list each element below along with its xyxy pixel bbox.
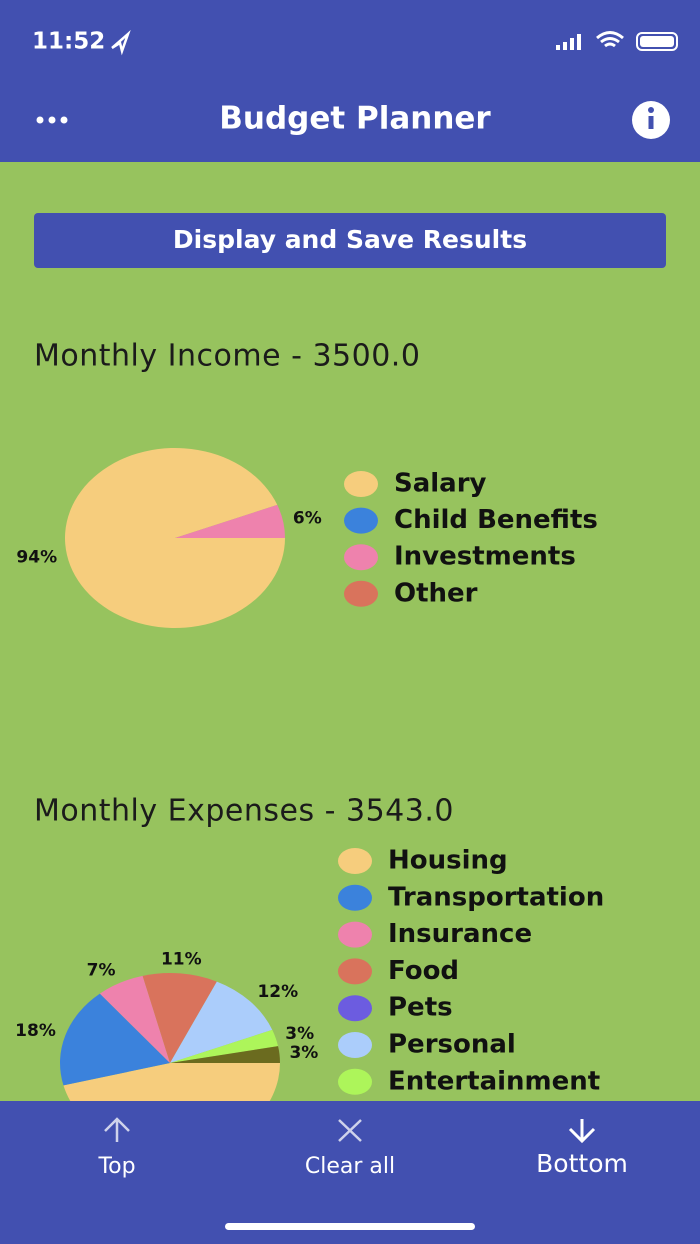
clear-label: Clear all [305, 1154, 395, 1179]
battery-icon [636, 32, 678, 51]
legend-swatch [344, 471, 378, 497]
slice-label: 7% [87, 960, 116, 980]
signal-icon [556, 34, 581, 50]
pie-slice [99, 975, 170, 1063]
pie-slice [175, 504, 285, 538]
chart-title: Monthly Income - 3500.0 [34, 339, 420, 374]
legend-label: Transportation [388, 882, 604, 912]
pie-slice [170, 1029, 279, 1063]
save-button[interactable]: Display and Save Results [34, 213, 666, 268]
app-title: Budget Planner [219, 101, 491, 137]
legend-label: Personal [388, 1030, 516, 1060]
top-label: Top [97, 1154, 135, 1179]
legend-swatch [338, 921, 372, 948]
slice-label: 12% [257, 982, 298, 1002]
slice-label: 6% [293, 509, 322, 529]
charts: Monthly Income - 3500.0 94% 6% Salary Child … [15, 339, 604, 1153]
legend-label: Salary [394, 469, 487, 499]
toolbar: Top Clear all Bottom [0, 1101, 700, 1244]
legend-swatch [338, 884, 372, 911]
bottom-button[interactable]: Bottom [536, 1119, 628, 1178]
bottom-label: Bottom [536, 1149, 628, 1178]
legend-label: Other [394, 578, 478, 608]
legend-swatch [344, 544, 378, 571]
top-button[interactable]: Top [97, 1117, 136, 1179]
battery-level [640, 36, 674, 47]
pie-slice [170, 981, 273, 1063]
info-button[interactable] [632, 101, 670, 139]
legend-label: Housing [388, 846, 508, 876]
slice-label: 94% [16, 547, 57, 567]
clear-button[interactable]: Clear all [305, 1119, 395, 1179]
save-button-label: Display and Save Results [173, 225, 527, 254]
app-bar [0, 0, 700, 162]
legend-swatch [338, 848, 372, 874]
legend-label: Food [388, 956, 459, 986]
home-indicator [225, 1223, 475, 1230]
legend-swatch [338, 1032, 372, 1058]
pie-slice [64, 447, 285, 628]
slice-label: 3% [285, 1024, 314, 1044]
legend-swatch [338, 995, 372, 1022]
legend-swatch [338, 1068, 372, 1095]
chart-title: Monthly Expenses - 3543.0 [34, 794, 454, 829]
slice-label: 11% [161, 949, 202, 969]
legend-label: Insurance [388, 919, 532, 949]
slice-label: 18% [15, 1021, 56, 1041]
status-time: 11:52 [32, 29, 105, 55]
legend-label: Investments [394, 542, 576, 572]
pie-slice [170, 1046, 280, 1063]
pie-slice [60, 993, 171, 1086]
pie-slice [142, 973, 217, 1063]
legend-swatch [344, 507, 378, 534]
legend-swatch [338, 958, 372, 985]
legend-swatch [344, 580, 378, 607]
legend-label: Pets [388, 993, 453, 1023]
wifi-icon [596, 31, 624, 48]
menu-button[interactable] [36, 116, 68, 124]
slice-label: 3% [289, 1043, 318, 1063]
legend-label: Entertainment [388, 1066, 600, 1096]
location-icon [111, 29, 131, 56]
legend-label: Child Benefits [394, 505, 598, 535]
